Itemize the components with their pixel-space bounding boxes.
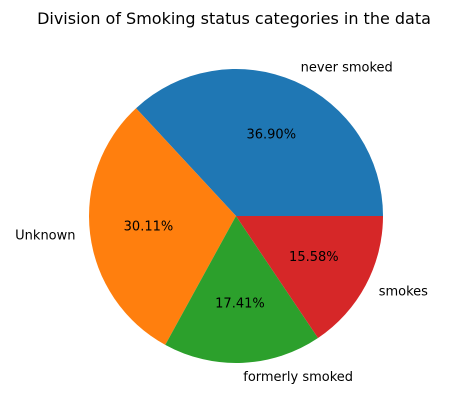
pie-percent-label: 30.11% (124, 219, 174, 234)
pie-slice-formerly-smoked (165, 216, 319, 363)
pie-category-label: Unknown (15, 228, 75, 243)
pie-percent-label: 17.41% (215, 297, 265, 312)
pie-category-label: never smoked (301, 60, 393, 75)
pie-slice-never-smoked (136, 69, 383, 216)
pie-slice-smokes (236, 216, 383, 338)
pie-percent-label: 15.58% (289, 250, 339, 265)
pie-slices (89, 69, 383, 363)
pie-percent-label: 36.90% (246, 128, 296, 143)
chart-title: Division of Smoking status categories in… (37, 9, 431, 28)
pie-category-label: formerly smoked (243, 370, 353, 385)
pie-category-label: smokes (379, 285, 428, 300)
pie-slice-unknown (89, 108, 236, 345)
pie-labels: 36.90% never smoked 30.11% Unknown 17.41% for… (15, 60, 428, 385)
